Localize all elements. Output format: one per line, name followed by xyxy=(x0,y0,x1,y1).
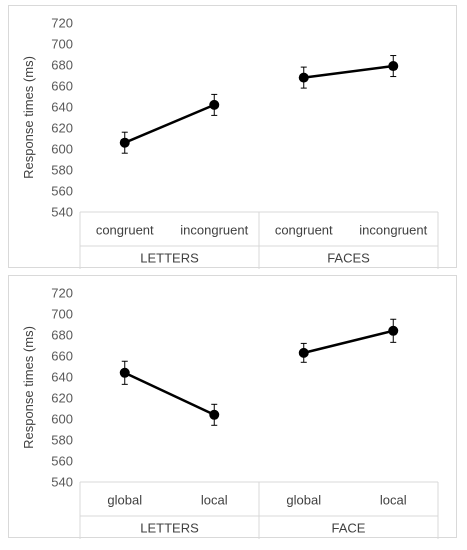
y-tick-label: 680 xyxy=(51,328,73,343)
data-point xyxy=(209,99,220,110)
y-tick-label: 640 xyxy=(51,100,73,115)
data-point xyxy=(298,72,309,83)
category-label: local xyxy=(201,493,228,508)
category-label: global xyxy=(286,493,321,508)
series-line xyxy=(124,371,215,416)
data-point xyxy=(298,347,309,358)
category-label: congruent xyxy=(96,223,154,238)
data-point xyxy=(388,61,399,72)
y-tick-label: 560 xyxy=(51,184,73,199)
series-line xyxy=(303,64,394,79)
group-label: FACES xyxy=(327,251,370,266)
y-tick-label: 580 xyxy=(51,163,73,178)
bottom-chart: Response times (ms) 540 560 580 600 620 640 660… xyxy=(21,286,439,539)
y-axis-label: Response times (ms) xyxy=(21,326,36,449)
y-tick-label: 600 xyxy=(51,142,73,157)
y-tick-label: 560 xyxy=(51,454,73,469)
y-tick-label: 620 xyxy=(51,391,73,406)
top-chart-panel: Response times (ms) 540 560 580 600 620 640 660… xyxy=(8,5,457,269)
y-tick-label: 700 xyxy=(51,307,73,322)
category-label: incongruent xyxy=(359,223,427,238)
category-label: local xyxy=(380,493,407,508)
data-point xyxy=(209,409,220,420)
bottom-chart-panel: Response times (ms) 540 560 580 600 620 640 660… xyxy=(8,275,457,539)
y-tick-label: 600 xyxy=(51,412,73,427)
category-label: incongruent xyxy=(180,223,248,238)
y-tick-label: 540 xyxy=(51,475,73,490)
y-tick-label: 620 xyxy=(51,121,73,136)
y-tick-label: 540 xyxy=(51,205,73,220)
data-point xyxy=(119,137,130,148)
y-tick-label: 720 xyxy=(51,16,73,31)
y-tick-label: 580 xyxy=(51,433,73,448)
y-tick-label: 640 xyxy=(51,370,73,385)
group-label: LETTERS xyxy=(140,251,199,266)
y-tick-label: 700 xyxy=(51,37,73,52)
series-line xyxy=(124,103,215,144)
y-tick-label: 660 xyxy=(51,349,73,364)
group-label: LETTERS xyxy=(140,521,199,536)
category-label: global xyxy=(107,493,142,508)
y-axis-label: Response times (ms) xyxy=(21,56,36,179)
data-point xyxy=(119,367,130,378)
y-tick-label: 680 xyxy=(51,58,73,73)
y-tick-label: 720 xyxy=(51,286,73,301)
data-point xyxy=(388,325,399,336)
top-chart: Response times (ms) 540 560 580 600 620 640 660… xyxy=(21,16,439,269)
category-label: congruent xyxy=(275,223,333,238)
group-label: FACE xyxy=(332,521,366,536)
y-tick-label: 660 xyxy=(51,79,73,94)
series-line xyxy=(303,329,394,355)
